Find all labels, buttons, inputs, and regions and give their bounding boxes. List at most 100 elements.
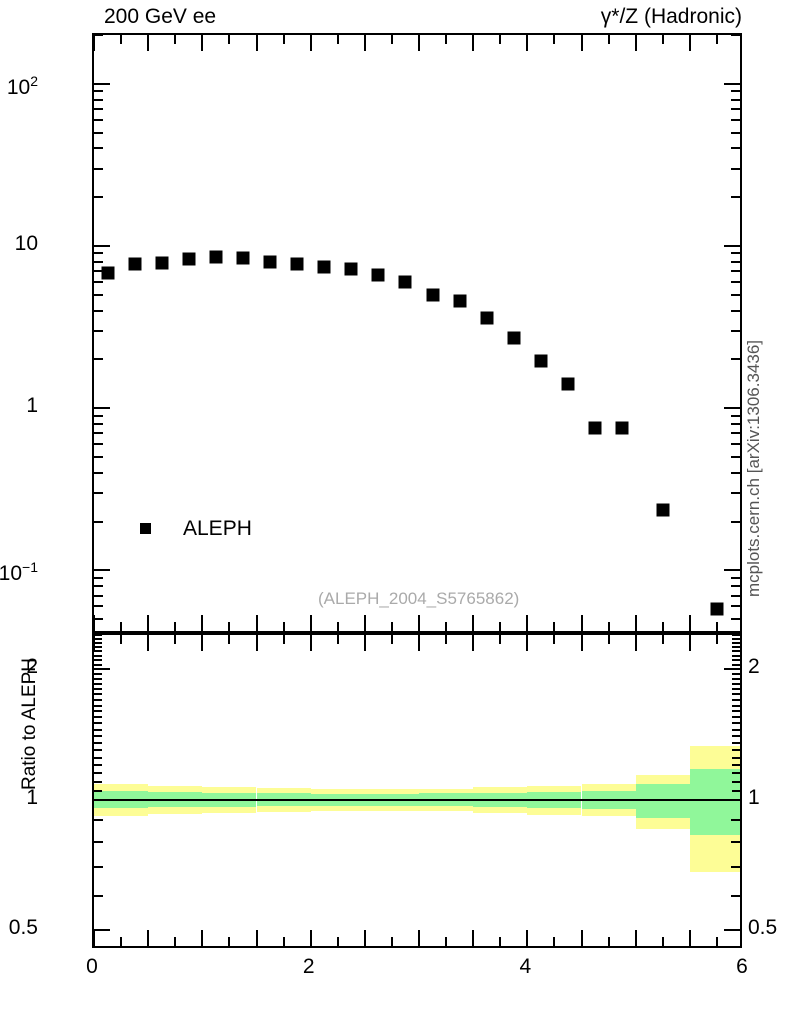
x-minor-tick-top [282,35,285,44]
analysis-id-watermark: (ALEPH_2004_S5765862) [318,589,520,608]
ratio-y-minor-tick [94,693,102,696]
data-point-marker [236,251,250,265]
data-point-marker [155,256,169,270]
x-minor-tick-top [228,35,231,44]
y-major-tick-right [724,245,740,248]
ratio-y-minor-tick [94,764,102,767]
data-point-marker [453,294,467,308]
data-point-marker [371,268,385,282]
main-y-tick-exponent: 2 [30,72,38,89]
ratio-x-major-tick-top [688,635,691,651]
ratio-x-minor-tick-bottom [228,937,231,946]
ratio-y-minor-tick-right [732,722,740,725]
data-point-marker [182,252,196,266]
x-major-tick-bottom [255,615,258,631]
ratio-x-major-tick-top [472,635,475,651]
ratio-y-minor-tick-right [732,637,740,640]
x-minor-tick-top [174,35,177,44]
y-major-tick [94,245,110,248]
ratio-x-minor-tick-top [228,635,231,644]
y-minor-tick-right [731,260,740,263]
ratio-reference-line [94,798,740,801]
y-minor-tick [94,98,103,101]
x-minor-tick-top [661,35,664,44]
ratio-y-minor-tick [94,840,103,843]
ratio-y-minor-tick [94,735,102,738]
ratio-x-major-tick-bottom [201,930,204,946]
ratio-x-minor-tick-bottom [174,937,177,946]
y-minor-tick-right [731,520,740,523]
x-minor-tick-bottom [607,622,610,631]
ratio-y-minor-tick [94,818,103,821]
ratio-y-tick-label-right: 0.5 [748,916,778,940]
y-minor-tick-right [731,281,740,284]
ratio-x-major-tick-top [634,635,637,651]
ratio-y-minor-tick-right [732,764,740,767]
x-tick-label: 4 [519,955,532,978]
y-minor-tick [94,260,103,263]
ratio-y-minor-tick-right [732,704,740,707]
ratio-y-minor-tick [94,698,102,701]
ratio-x-minor-tick-bottom [120,937,123,946]
ratio-x-minor-tick-top [607,635,610,644]
ratio-y-tick-label-right: 1 [748,785,760,809]
ratio-x-major-tick-top [309,635,312,651]
data-point-marker [398,275,412,289]
ratio-x-major-tick-bottom [688,930,691,946]
x-minor-tick-top [120,35,123,44]
ratio-y-minor-tick [94,722,102,725]
ratio-x-major-tick-bottom [363,930,366,946]
x-major-tick-top [201,35,204,51]
ratio-x-major-tick-bottom [418,930,420,946]
ratio-x-major-tick-top [94,635,95,651]
x-minor-tick-bottom [445,622,448,631]
x-major-tick-top [363,35,366,51]
x-major-tick-bottom [201,615,204,631]
main-y-tick-base: 10 [0,562,23,586]
y-minor-tick [94,585,103,588]
y-major-tick-right [724,569,740,572]
ratio-x-minor-tick-bottom [715,937,718,946]
y-minor-tick [94,252,103,255]
y-minor-tick [94,414,103,417]
y-minor-tick [94,456,103,459]
main-y-tick-base: 10 [6,75,31,99]
y-minor-tick [94,147,103,150]
ratio-y-minor-tick-right [732,698,740,701]
ratio-y-minor-tick [94,704,102,707]
ratio-x-major-tick-top [147,635,150,651]
y-minor-tick [94,90,103,93]
y-major-tick-right [724,82,740,85]
x-major-tick-top [94,35,95,51]
x-tick-label: 2 [302,955,315,978]
ratio-y-minor-tick-right [732,642,740,644]
y-minor-tick [94,443,103,446]
ratio-y-tick-label: 1 [26,785,38,809]
header-left-label: 200 GeV ee [104,5,217,28]
x-major-tick-top [147,35,150,51]
y-minor-tick [94,329,103,332]
ratio-y-tick-label: 2 [26,655,38,679]
y-minor-tick [94,281,103,284]
ratio-x-major-tick-top [363,635,366,651]
ratio-x-major-tick-bottom [472,930,475,946]
x-minor-tick-top [445,35,448,44]
x-minor-tick-bottom [661,622,664,631]
data-point-marker [561,377,575,391]
side-credit-label: mcplots.cern.ch [arXiv:1306.3436] [744,340,763,598]
ratio-y-minor-tick-right [732,756,740,759]
y-minor-tick [94,131,103,134]
x-minor-tick-top [390,35,393,44]
ratio-x-minor-tick-bottom [390,937,393,946]
ratio-y-minor-tick [94,654,102,657]
ratio-x-minor-tick-top [390,635,393,644]
x-minor-tick-bottom [174,622,177,631]
ratio-y-major-tick [94,798,110,801]
data-point-marker [480,311,494,325]
x-minor-tick-top [553,35,556,44]
x-tick-label: 0 [86,955,98,978]
data-point-marker [344,262,358,276]
x-minor-tick-top [715,35,718,44]
ratio-y-minor-tick-right [732,789,740,792]
y-minor-tick-right [731,131,740,134]
